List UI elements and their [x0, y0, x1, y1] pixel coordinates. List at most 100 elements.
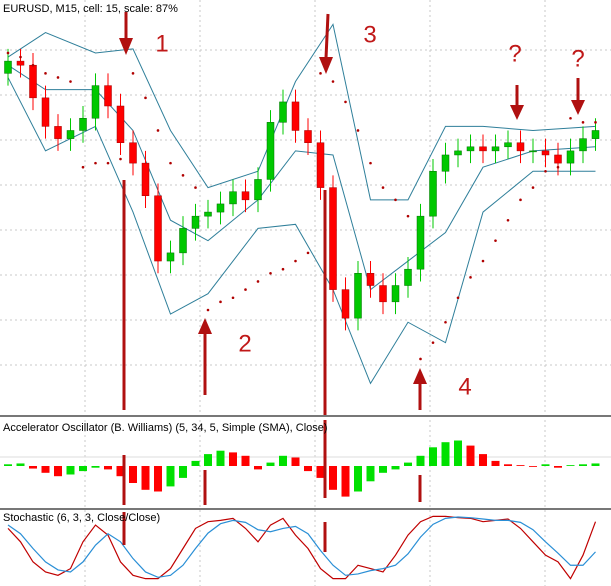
sar-dot [419, 357, 422, 361]
marks [4, 23, 600, 580]
ao-bar [229, 452, 237, 466]
stochastic-line [7, 516, 596, 578]
ao-bar [291, 457, 300, 466]
sar-dot [181, 174, 185, 177]
ao-bar [129, 466, 137, 483]
candle-body [416, 215, 425, 270]
ao-bar [491, 460, 500, 466]
candle-body [204, 211, 212, 217]
candle-body [166, 252, 175, 262]
ao-bar [504, 464, 512, 466]
sar-dot [81, 165, 85, 169]
sar-dot [244, 288, 247, 291]
ao-bar [266, 462, 275, 466]
candle-body [16, 60, 25, 66]
sar-dot [469, 276, 472, 279]
sar-dot [56, 76, 60, 79]
sar-dot [94, 161, 97, 165]
ao-bar [41, 466, 50, 473]
candle-body [554, 154, 562, 164]
sar-dot [381, 186, 385, 189]
ao-bar [241, 455, 250, 466]
sar-dot [431, 341, 435, 344]
candle-body [4, 60, 12, 74]
candle-body [141, 162, 150, 197]
ao-bar [454, 440, 462, 466]
ao-bar [541, 464, 550, 466]
ao-bar [154, 466, 162, 492]
annotation: 4 [458, 373, 471, 400]
indicator-title: Stochastic (6, 3, 3, Close/Close) [3, 512, 160, 524]
sar-dot [219, 300, 222, 304]
candle-body [91, 85, 100, 119]
annotation: ? [571, 45, 584, 72]
sar-dot [456, 296, 460, 300]
sar-dot [356, 129, 360, 132]
sar-dot [19, 55, 22, 59]
annotation: 3 [363, 21, 376, 48]
ao-bar [441, 442, 450, 466]
ao-bar [116, 466, 125, 477]
ao-bar [279, 455, 287, 466]
ao-bar [366, 466, 375, 482]
ao-bar [429, 447, 437, 466]
sar-dot [119, 157, 122, 161]
candle-body [516, 142, 525, 152]
candle-body [291, 101, 300, 131]
ao-bar [554, 466, 562, 468]
sar-dot [531, 186, 535, 189]
sar-dot [206, 308, 210, 312]
ao-bar [204, 454, 212, 466]
candle-body [379, 285, 387, 303]
sar-dot [544, 169, 547, 173]
ao-bar [79, 466, 87, 472]
ao-bar [404, 462, 412, 466]
candle-body [104, 85, 112, 107]
sar-dot [194, 186, 197, 189]
sar-dot [31, 63, 35, 67]
candle-body [491, 146, 500, 152]
candle-body [254, 179, 262, 201]
band-line [7, 23, 596, 201]
candle-body [541, 150, 550, 156]
candle-body [316, 142, 325, 188]
sar-dot [269, 271, 272, 275]
ao-bar [316, 466, 325, 478]
candle-body [54, 126, 62, 139]
candle-body [441, 154, 450, 172]
ao-bar [166, 466, 175, 487]
ao-bar [141, 466, 150, 490]
candle-body [429, 171, 437, 217]
candle-body [504, 142, 512, 148]
annotation-lines [119, 12, 585, 552]
ao-bar [341, 466, 350, 497]
candle-body [66, 130, 75, 139]
candle-body [129, 142, 137, 164]
ao-bar [4, 464, 12, 466]
ao-bar [466, 445, 475, 466]
candle-body [391, 285, 400, 303]
candle-body [354, 273, 362, 319]
ao-bar [579, 464, 587, 466]
sar-dot [344, 100, 347, 104]
sar-dot [506, 218, 510, 222]
ao-bar [66, 466, 75, 475]
ao-bar [329, 466, 337, 490]
band-line [7, 77, 596, 385]
sar-dot [481, 259, 485, 263]
candle-body [341, 289, 350, 319]
sar-dot [69, 80, 72, 83]
sar-dot [144, 96, 147, 100]
ao-bar [191, 460, 200, 466]
ao-bar [29, 466, 37, 469]
candle-body [29, 64, 37, 99]
candle-body [566, 150, 575, 164]
candle-body [191, 215, 200, 229]
candle-body [479, 146, 487, 152]
ao-bar [216, 450, 225, 466]
ao-bar [91, 466, 100, 468]
sar-dot [519, 198, 522, 202]
candle-body [529, 150, 537, 153]
